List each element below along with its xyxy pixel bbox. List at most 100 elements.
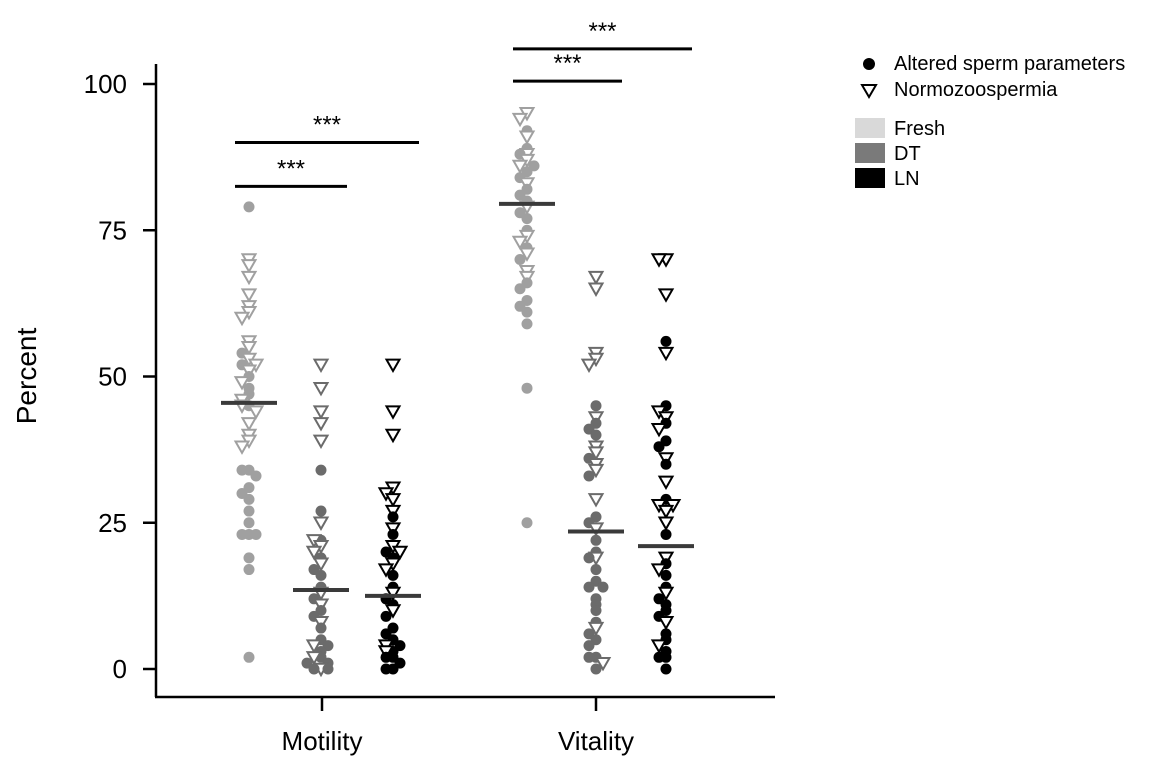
data-point-triangle bbox=[384, 428, 402, 444]
data-point-triangle bbox=[650, 639, 668, 654]
data-point-circle bbox=[583, 552, 595, 564]
data-point-circle bbox=[590, 534, 602, 546]
data-point-triangle bbox=[657, 616, 675, 631]
data-point-circle bbox=[590, 429, 602, 441]
legend-circle-marker bbox=[863, 58, 875, 70]
data-point-circle bbox=[590, 605, 602, 616]
data-point-triangle bbox=[312, 557, 330, 572]
data-point-circle bbox=[387, 528, 399, 540]
data-point-triangle bbox=[233, 440, 251, 455]
data-point-triangle bbox=[587, 522, 605, 537]
data-point-circle bbox=[243, 505, 255, 517]
data-point-circle bbox=[243, 651, 255, 663]
data-point-circle bbox=[243, 552, 255, 564]
data-point-triangle bbox=[312, 358, 330, 373]
series-vitality-dt bbox=[580, 270, 612, 675]
data-point-circle bbox=[315, 569, 327, 581]
data-point-triangle bbox=[650, 253, 668, 268]
data-point-triangle bbox=[312, 382, 330, 397]
data-point-circle bbox=[660, 663, 672, 675]
data-point-triangle bbox=[650, 422, 668, 438]
data-point-triangle bbox=[384, 604, 402, 619]
data-point-circle bbox=[315, 505, 327, 517]
data-point-triangle bbox=[312, 417, 330, 432]
data-point-circle bbox=[660, 528, 672, 540]
data-point-circle bbox=[308, 663, 320, 675]
y-tick-label: 25 bbox=[98, 508, 127, 538]
data-point-triangle bbox=[384, 358, 402, 373]
data-point-triangle bbox=[580, 358, 598, 373]
data-point-circle bbox=[660, 458, 672, 470]
data-point-triangle bbox=[587, 270, 605, 286]
data-point-circle bbox=[380, 663, 392, 675]
y-tick-label: 75 bbox=[98, 215, 127, 245]
data-point-circle bbox=[380, 651, 392, 663]
series-motility-fresh bbox=[233, 201, 265, 663]
legend-triangle-marker bbox=[860, 84, 878, 99]
data-point-triangle bbox=[384, 405, 402, 420]
legend-marker-label: Normozoospermia bbox=[894, 79, 1058, 101]
data-point-circle bbox=[387, 569, 399, 581]
data-point-triangle bbox=[518, 247, 536, 262]
data-point-circle bbox=[521, 517, 533, 529]
x-ticks: Motility Vitality bbox=[282, 697, 634, 756]
data-point-triangle bbox=[657, 516, 675, 531]
data-point-triangle bbox=[247, 405, 265, 420]
data-point-triangle bbox=[657, 586, 675, 602]
data-point-triangle bbox=[312, 434, 330, 450]
data-point-circle bbox=[660, 569, 672, 581]
data-point-triangle bbox=[511, 235, 529, 251]
data-point-triangle bbox=[305, 651, 323, 666]
data-point-triangle bbox=[587, 463, 605, 479]
data-point-circle bbox=[250, 528, 262, 540]
legend-group-label: Fresh bbox=[894, 118, 945, 140]
data-point-triangle bbox=[511, 112, 529, 128]
data-point-circle bbox=[521, 306, 533, 318]
data-point-triangle bbox=[587, 621, 605, 637]
data-point-triangle bbox=[587, 493, 605, 508]
data-point-triangle bbox=[657, 288, 675, 303]
data-point-circle bbox=[521, 382, 533, 394]
data-point-triangle bbox=[657, 346, 675, 362]
data-point-circle bbox=[315, 464, 327, 476]
y-axis: 0 25 50 75 100 Percent bbox=[11, 64, 158, 697]
data-point-circle bbox=[660, 335, 672, 347]
data-point-triangle bbox=[650, 563, 668, 578]
data-point-circle bbox=[583, 581, 595, 593]
data-point-circle bbox=[250, 470, 262, 482]
data-point-circle bbox=[380, 610, 392, 622]
significance-label: *** bbox=[588, 18, 616, 45]
data-point-circle bbox=[514, 254, 526, 265]
x-tick-label: Vitality bbox=[558, 726, 634, 756]
data-point-triangle bbox=[657, 475, 675, 490]
data-point-triangle bbox=[240, 270, 258, 286]
y-tick-label: 50 bbox=[98, 362, 127, 392]
x-axis: Motility Vitality bbox=[155, 695, 775, 756]
data-point-circle bbox=[590, 564, 602, 576]
data-point-triangle bbox=[657, 504, 675, 520]
legend-marker-label: Altered sperm parameters bbox=[894, 53, 1125, 75]
data-point-circle bbox=[514, 283, 526, 295]
data-point-circle bbox=[236, 528, 248, 540]
data-point-triangle bbox=[305, 545, 323, 561]
significance-bars: *** *** *** *** bbox=[235, 18, 692, 188]
data-point-triangle bbox=[511, 159, 529, 175]
legend-swatch-dt bbox=[855, 143, 885, 163]
data-point-triangle bbox=[594, 656, 612, 672]
y-axis-label: Percent bbox=[11, 328, 42, 425]
data-point-triangle bbox=[240, 417, 258, 432]
legend: Altered sperm parameters Normozoospermia F… bbox=[855, 53, 1125, 190]
data-point-triangle bbox=[518, 130, 536, 145]
data-point-triangle bbox=[240, 341, 258, 356]
y-ticks: 0 25 50 75 100 bbox=[84, 69, 156, 684]
significance-label: *** bbox=[277, 155, 305, 182]
data-point-triangle bbox=[587, 446, 605, 461]
data-point-circle bbox=[236, 464, 248, 476]
data-point-triangle bbox=[391, 545, 409, 561]
legend-group-label: DT bbox=[894, 143, 921, 165]
data-point-triangle bbox=[587, 282, 605, 297]
data-point-triangle bbox=[240, 259, 258, 274]
data-point-triangle bbox=[305, 639, 323, 654]
series-motility-dt bbox=[301, 358, 334, 678]
data-point-circle bbox=[243, 517, 255, 529]
